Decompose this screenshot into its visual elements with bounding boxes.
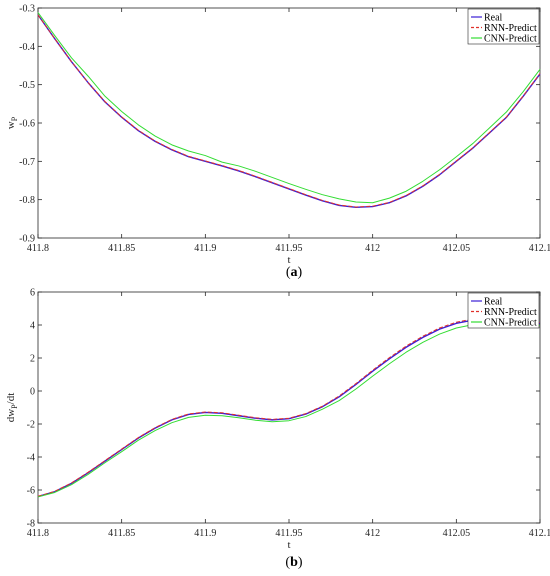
series-line-cnn-predict [37,322,541,498]
x-tick-label: 411.9 [194,243,216,254]
x-tick-label: 411.95 [275,528,302,539]
x-axis-label: t [287,254,290,266]
y-tick-label: -0.6 [19,119,35,130]
panel-label-letter: b [290,555,298,570]
y-tick-label: -2 [27,420,35,431]
x-tick-label: 411.8 [27,243,49,254]
x-axis-label: t [287,539,290,551]
y-tick-label: 0 [30,387,35,398]
x-tick-label: 411.9 [194,528,216,539]
y-tick-label: -0.9 [19,234,35,245]
y-tick-label: -0.5 [19,80,35,91]
series-line-rnn-predict [37,317,541,497]
x-tick-label: 412.1 [529,243,550,254]
panel-label-open: ( [285,555,290,570]
y-tick-label: 4 [30,321,35,332]
panel-label-close: ) [298,555,303,570]
x-tick-label: 412.1 [529,528,550,539]
series-line-rnn-predict [37,14,541,208]
panel-label: (a) [286,265,303,280]
y-tick-label: -0.8 [19,195,35,206]
y-tick-label: -6 [27,486,35,497]
plot-area [37,291,541,524]
panel-label-letter: a [291,265,298,280]
legend-entry: RNN-Predict [484,23,537,34]
x-tick-label: 411.95 [275,243,302,254]
x-tick-label: 412 [365,243,380,254]
y-axis-label-prefix: dw [5,409,17,423]
y-tick-label: -0.7 [19,157,35,168]
x-tick-label: 412 [365,528,380,539]
y-axis-label-suffix: /dt [5,393,17,405]
y-tick-label: 6 [30,288,35,299]
y-tick-label: -0.4 [19,42,35,53]
x-tick-label: 412.05 [443,243,471,254]
x-tick-label: 411.85 [108,243,135,254]
panel-label: (b) [285,555,302,570]
plot-area [37,7,541,239]
legend-entry: CNN-Predict [484,34,537,45]
legend-entry: RNN-Predict [484,307,537,318]
x-tick-label: 412.05 [443,528,471,539]
y-tick-label: 2 [30,354,35,365]
series-line-cnn-predict [37,12,541,204]
y-axis-label-subscript: P [10,116,19,121]
panel-label-close: ) [298,265,303,280]
legend-entry: Real [484,297,503,308]
y-tick-label: -0.3 [19,4,35,15]
x-tick-label: 411.85 [108,528,135,539]
y-tick-label: -4 [27,453,35,464]
x-tick-label: 411.8 [27,528,49,539]
y-axis-label: wP [5,116,19,129]
y-axis-label: dwP/dt [5,393,19,423]
panel-a: 411.8 411.85 411.9 411.95 412 412.05 412.1 -0.9… [5,4,550,281]
y-axis-label-main: w [5,121,17,129]
y-axis-label-subscript: P [10,404,19,409]
panel-label-open: ( [286,265,291,280]
legend-entry: CNN-Predict [484,318,537,329]
panel-b: 411.8 411.85 411.9 411.95 412 412.05 412.1 -8 -6… [5,288,550,571]
y-tick-label: -8 [27,519,35,530]
legend-entry: Real [484,13,503,24]
